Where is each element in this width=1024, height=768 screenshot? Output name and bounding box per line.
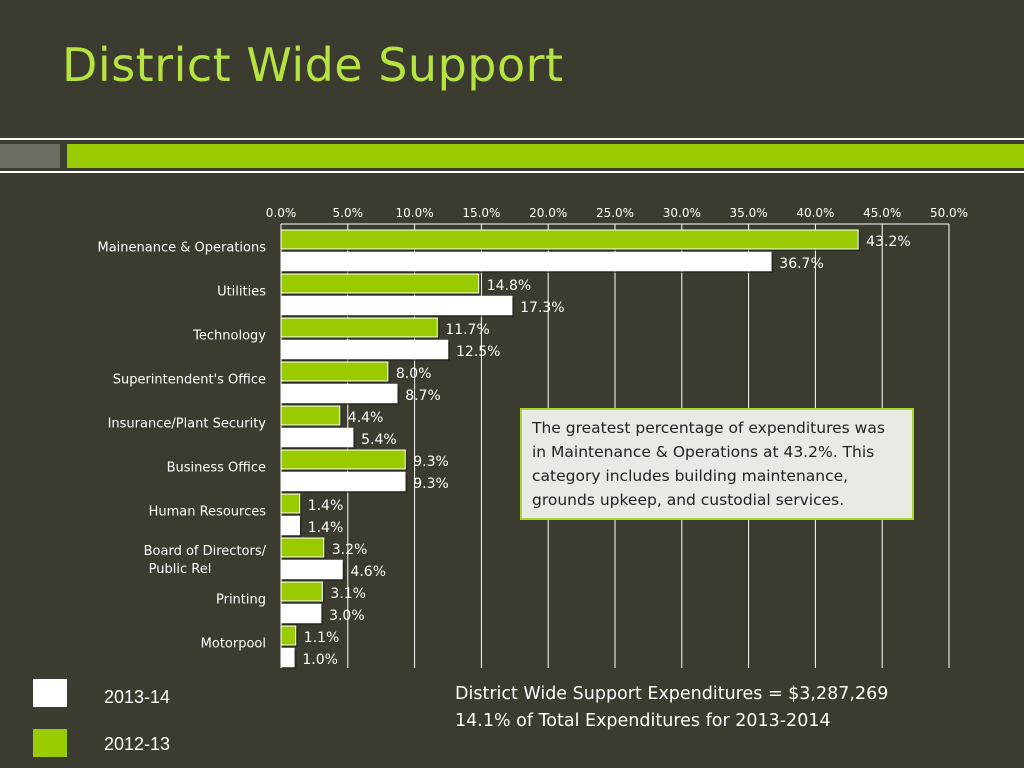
data-label-2012-13: 9.3% xyxy=(413,454,449,470)
legend-swatch-2012-13 xyxy=(33,729,67,757)
bar-2012-13 xyxy=(280,493,301,514)
data-label-2013-14: 8.7% xyxy=(405,388,441,404)
data-label-2013-14: 9.3% xyxy=(413,476,449,492)
legend-label-2013-14: 2013-14 xyxy=(104,687,171,707)
x-tick-label: 0.0% xyxy=(266,206,297,220)
x-tick-label: 10.0% xyxy=(396,206,434,220)
data-label-2013-14: 1.0% xyxy=(302,652,338,668)
data-label-2012-13: 11.7% xyxy=(445,322,489,338)
bar-2013-14 xyxy=(280,515,300,536)
bar-2013-14 xyxy=(280,383,398,404)
divider-gray-block xyxy=(0,144,60,168)
data-label-2013-14: 17.3% xyxy=(520,300,564,316)
bar-2012-13 xyxy=(280,317,438,338)
callout-note: The greatest percentage of expenditures … xyxy=(520,408,914,520)
slide-title: District Wide Support xyxy=(62,38,564,92)
category-label: Superintendent's Office xyxy=(113,373,266,388)
bar-2012-13 xyxy=(280,581,323,602)
data-label-2012-13: 8.0% xyxy=(396,366,432,382)
data-label-2013-14: 36.7% xyxy=(779,256,823,272)
category-label: Business Office xyxy=(167,461,266,476)
data-label-2012-13: 1.1% xyxy=(304,630,340,646)
bar-2012-13 xyxy=(280,361,389,382)
data-label-2013-14: 1.4% xyxy=(308,520,344,536)
category-label: Mainenance & Operations xyxy=(98,241,267,256)
divider-green-bar xyxy=(67,144,1024,168)
data-label-2012-13: 3.2% xyxy=(332,542,368,558)
category-label: Printing xyxy=(216,593,266,608)
x-tick-label: 45.0% xyxy=(863,206,901,220)
x-tick-label: 15.0% xyxy=(462,206,500,220)
data-label-2012-13: 3.1% xyxy=(330,586,366,602)
data-label-2013-14: 3.0% xyxy=(329,608,365,624)
category-label: Insurance/Plant Security xyxy=(108,417,267,432)
summary-percent: 14.1% of Total Expenditures for 2013-201… xyxy=(455,711,831,731)
bar-2013-14 xyxy=(280,603,322,624)
legend-label-2012-13: 2012-13 xyxy=(104,734,171,754)
category-label: Technology xyxy=(192,329,266,344)
category-label: Board of Directors/Public Rel xyxy=(144,544,267,577)
x-tick-label: 25.0% xyxy=(596,206,634,220)
data-label-2012-13: 4.4% xyxy=(348,410,384,426)
bar-2012-13 xyxy=(280,229,859,250)
x-tick-label: 35.0% xyxy=(730,206,768,220)
bar-2012-13 xyxy=(280,405,341,426)
category-label: Human Resources xyxy=(149,505,267,520)
bar-2012-13 xyxy=(280,537,325,558)
x-tick-label: 30.0% xyxy=(663,206,701,220)
category-label: Utilities xyxy=(217,285,266,300)
bar-2013-14 xyxy=(280,647,295,668)
bar-2012-13 xyxy=(280,273,480,294)
data-label-2012-13: 43.2% xyxy=(866,234,910,250)
divider-line-top xyxy=(0,138,1024,140)
bar-2013-14 xyxy=(280,427,354,448)
data-label-2013-14: 4.6% xyxy=(350,564,386,580)
legend-swatch-2013-14 xyxy=(33,679,67,707)
data-label-2012-13: 1.4% xyxy=(308,498,344,514)
x-tick-label: 5.0% xyxy=(333,206,364,220)
bar-2013-14 xyxy=(280,339,449,360)
data-label-2012-13: 14.8% xyxy=(487,278,531,294)
bar-2012-13 xyxy=(280,449,406,470)
title-divider xyxy=(0,138,1024,173)
bar-2013-14 xyxy=(280,295,513,316)
bar-2013-14 xyxy=(280,471,406,492)
bar-chart: 0.0% 5.0% 10.0% 15.0% 20.0% 25.0% 30.0% 35.0% 40… xyxy=(98,206,968,669)
data-label-2013-14: 12.5% xyxy=(456,344,500,360)
bar-2012-13 xyxy=(280,625,297,646)
x-tick-label: 20.0% xyxy=(529,206,567,220)
summary-total: District Wide Support Expenditures = $3,… xyxy=(455,684,889,704)
category-label: Motorpool xyxy=(201,637,266,652)
x-tick-label: 50.0% xyxy=(930,206,968,220)
x-tick-label: 40.0% xyxy=(796,206,834,220)
bar-2013-14 xyxy=(280,559,343,580)
bar-2013-14 xyxy=(280,251,772,272)
data-label-2013-14: 5.4% xyxy=(361,432,397,448)
divider-line-bottom xyxy=(0,171,1024,173)
